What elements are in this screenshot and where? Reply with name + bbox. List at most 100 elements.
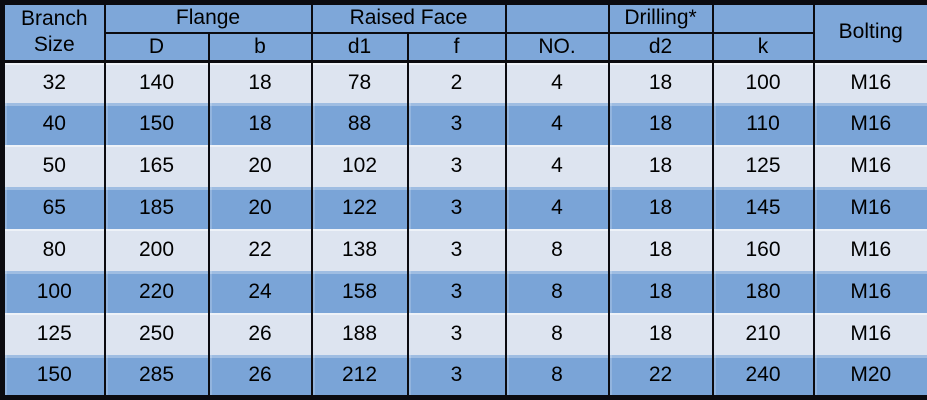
table-cell: 40 — [1, 103, 106, 146]
header-col-k: k — [711, 32, 815, 63]
table-cell: M16 — [812, 187, 927, 230]
table-cell: M16 — [812, 271, 927, 314]
table-cell: 78 — [310, 61, 409, 104]
table-cell: 18 — [607, 61, 714, 104]
table-cell: 22 — [607, 355, 714, 398]
table-cell: 138 — [310, 229, 409, 272]
table-cell: 26 — [207, 313, 313, 356]
table-cell: 150 — [1, 355, 106, 398]
table-cell: 18 — [207, 103, 313, 146]
table-cell: 3 — [406, 313, 507, 356]
table-cell: M16 — [812, 229, 927, 272]
table-cell: 3 — [406, 229, 507, 272]
header-col-no: NO. — [504, 32, 610, 63]
header-col-f: f — [406, 32, 507, 63]
table-cell: 3 — [406, 145, 507, 188]
table-cell: 150 — [103, 103, 210, 146]
table-row: 32 140 18 78 2 4 18 100 M16 — [1, 61, 927, 104]
table-cell: 122 — [310, 187, 409, 230]
table-cell: 18 — [607, 145, 714, 188]
table-row: 100 220 24 158 3 8 18 180 M16 — [1, 271, 927, 314]
table-cell: 4 — [504, 145, 610, 188]
header-flange-group: Flange — [103, 2, 313, 34]
table-cell: 102 — [310, 145, 409, 188]
table-cell: 140 — [103, 61, 210, 104]
table-cell: 188 — [310, 313, 409, 356]
table-row: 50 165 20 102 3 4 18 125 M16 — [1, 145, 927, 188]
table-row: 125 250 26 188 3 8 18 210 M16 — [1, 313, 927, 356]
header-no-group-empty — [504, 2, 610, 34]
table-cell: M16 — [812, 61, 927, 104]
table-cell: M16 — [812, 145, 927, 188]
table-cell: 240 — [711, 355, 815, 398]
table-cell: 18 — [607, 187, 714, 230]
table-cell: 22 — [207, 229, 313, 272]
table-cell: 80 — [1, 229, 106, 272]
table-cell: 65 — [1, 187, 106, 230]
table-cell: 200 — [103, 229, 210, 272]
header-k-group-empty — [711, 2, 815, 34]
table-cell: 165 — [103, 145, 210, 188]
table-cell: 88 — [310, 103, 409, 146]
table-cell: 4 — [504, 61, 610, 104]
table-row: 40 150 18 88 3 4 18 110 M16 — [1, 103, 927, 146]
table-cell: 125 — [1, 313, 106, 356]
table-body: 32 140 18 78 2 4 18 100 M16 40 150 18 88… — [1, 61, 927, 398]
table-row: 80 200 22 138 3 8 18 160 M16 — [1, 229, 927, 272]
table-cell: 2 — [406, 61, 507, 104]
header-raised-face-group: Raised Face — [310, 2, 507, 34]
table-cell: 250 — [103, 313, 210, 356]
table-cell: 100 — [711, 61, 815, 104]
table-row: 150 285 26 212 3 8 22 240 M20 — [1, 355, 927, 398]
table-cell: 180 — [711, 271, 815, 314]
header-row-groups: Branch Size Flange Raised Face Drilling*… — [1, 2, 927, 63]
header-col-d2: d2 — [607, 32, 714, 63]
table-cell: 18 — [607, 103, 714, 146]
header-col-d1: d1 — [310, 32, 409, 63]
table-cell: 26 — [207, 355, 313, 398]
table-cell: 8 — [504, 271, 610, 314]
table-header: Branch Size Flange Raised Face Drilling*… — [1, 2, 927, 63]
table-cell: 158 — [310, 271, 409, 314]
table-cell: 4 — [504, 103, 610, 146]
table-cell: 285 — [103, 355, 210, 398]
table-cell: 4 — [504, 187, 610, 230]
table-cell: M16 — [812, 103, 927, 146]
table-cell: 8 — [504, 313, 610, 356]
table-cell: 3 — [406, 355, 507, 398]
table-cell: 3 — [406, 271, 507, 314]
header-col-b: b — [207, 32, 313, 63]
table-cell: 8 — [504, 229, 610, 272]
table-cell: 3 — [406, 103, 507, 146]
table-cell: 50 — [1, 145, 106, 188]
table-cell: 110 — [711, 103, 815, 146]
table-cell: 32 — [1, 61, 106, 104]
table-cell: 18 — [607, 271, 714, 314]
table-cell: 160 — [711, 229, 815, 272]
header-drilling-group: Drilling* — [607, 2, 714, 34]
table-cell: 18 — [607, 313, 714, 356]
table-cell: 20 — [207, 187, 313, 230]
header-col-D: D — [103, 32, 210, 63]
header-branch-size: Branch Size — [1, 2, 106, 63]
table-cell: 125 — [711, 145, 815, 188]
table-cell: 24 — [207, 271, 313, 314]
table-cell: 212 — [310, 355, 409, 398]
table-cell: 18 — [607, 229, 714, 272]
table-row: 65 185 20 122 3 4 18 145 M16 — [1, 187, 927, 230]
header-row-subcolumns: D b d1 f NO. d2 k — [3, 32, 927, 63]
table-cell: 20 — [207, 145, 313, 188]
table-cell: M20 — [812, 355, 927, 398]
header-bolting: Bolting — [812, 2, 927, 63]
table-cell: 145 — [711, 187, 815, 230]
table-cell: M16 — [812, 313, 927, 356]
table-cell: 18 — [207, 61, 313, 104]
table-cell: 220 — [103, 271, 210, 314]
table-cell: 8 — [504, 355, 610, 398]
table-cell: 100 — [1, 271, 106, 314]
table-cell: 210 — [711, 313, 815, 356]
table-cell: 3 — [406, 187, 507, 230]
table-cell: 185 — [103, 187, 210, 230]
